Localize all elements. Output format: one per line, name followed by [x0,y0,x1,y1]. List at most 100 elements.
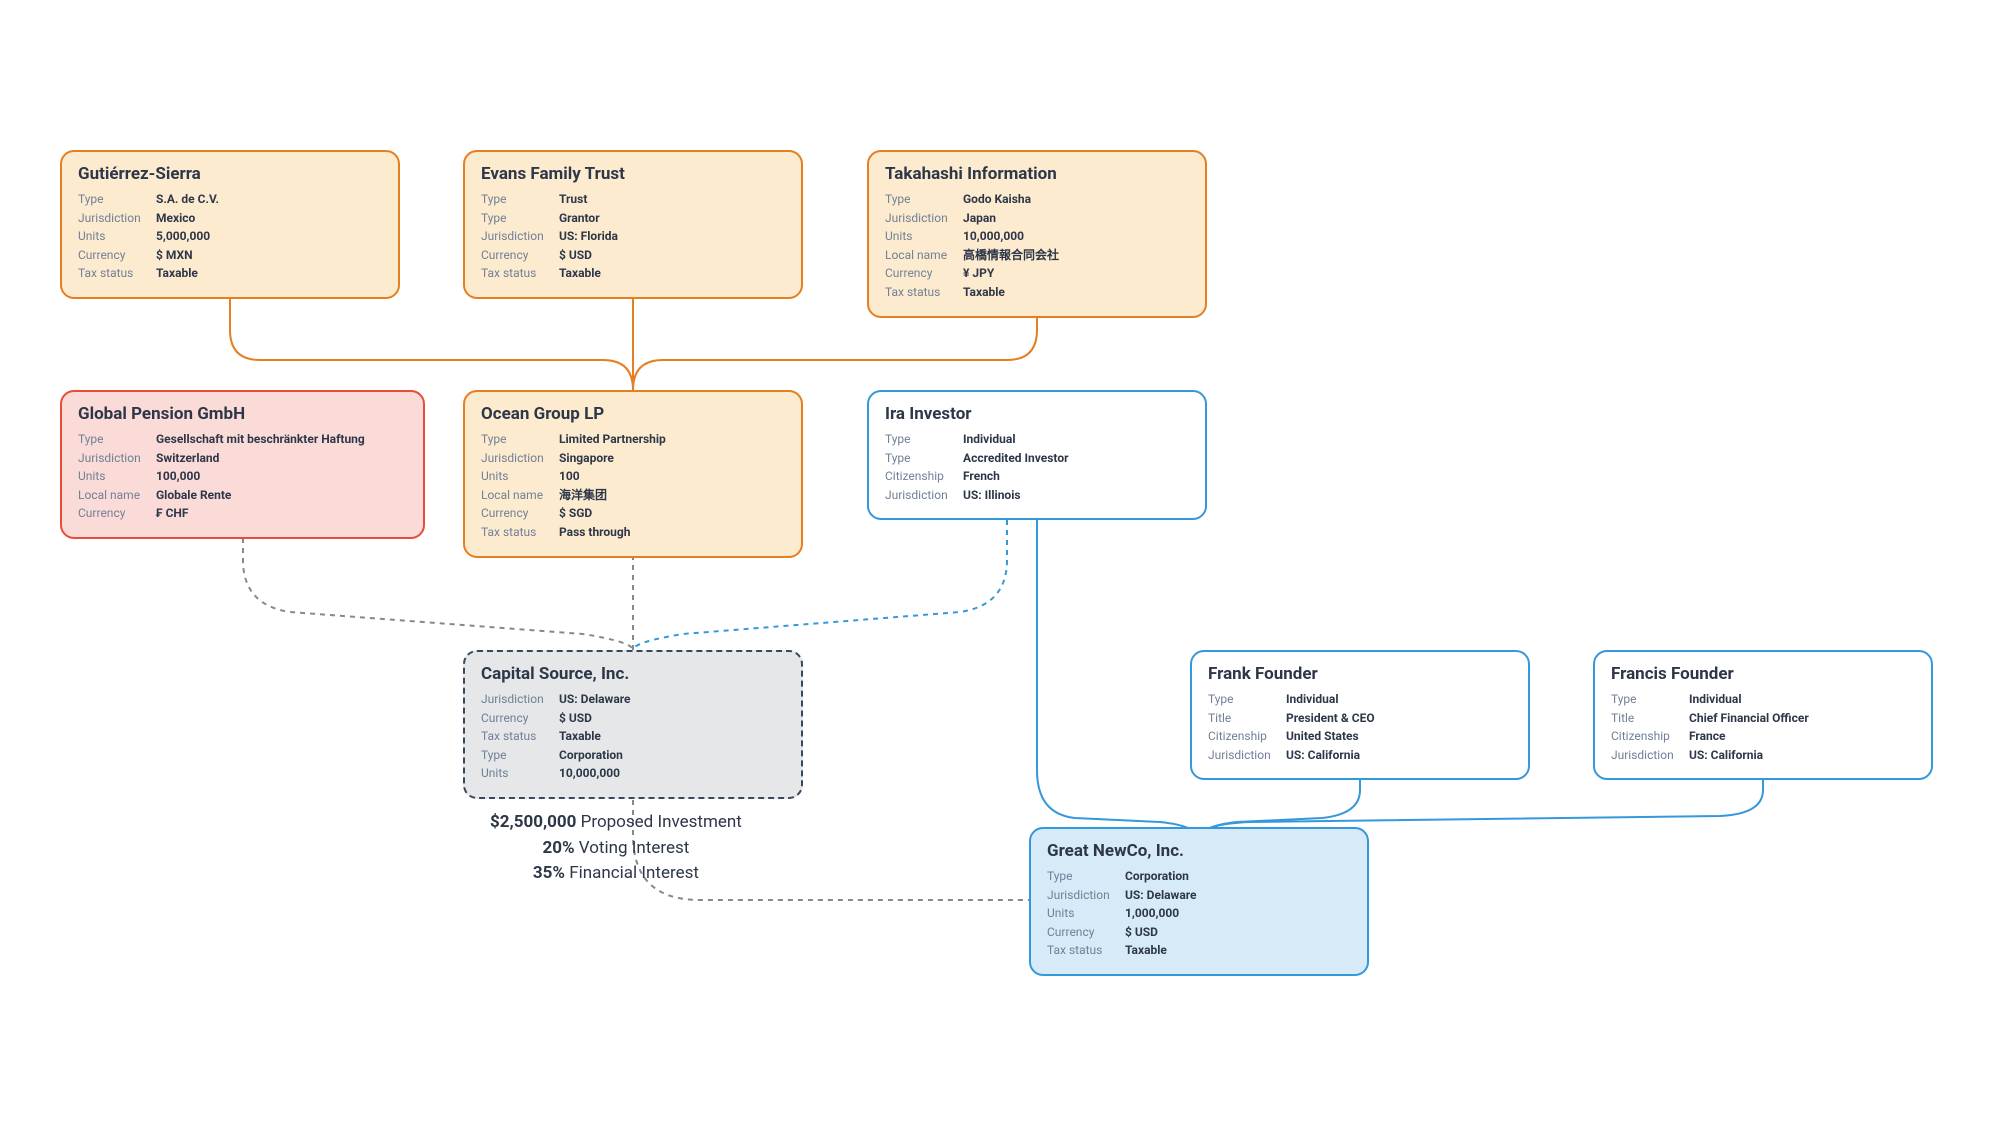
row-val: Corporation [559,746,623,765]
node-row: Currency$ USD [1047,923,1351,942]
node-row: Units100,000 [78,467,407,486]
row-val: United States [1286,727,1359,746]
row-val: Individual [1689,690,1742,709]
row-key: Jurisdiction [78,209,156,228]
row-val: French [963,467,1000,486]
row-val: 100,000 [156,467,200,486]
row-key: Jurisdiction [481,690,559,709]
node-row: Currency$ SGD [481,504,785,523]
node-title: Great NewCo, Inc. [1047,841,1351,861]
node-title: Evans Family Trust [481,164,785,184]
node-capital: Capital Source, Inc.JurisdictionUS: Dela… [463,650,803,799]
row-val: 10,000,000 [963,227,1024,246]
node-row: JurisdictionSwitzerland [78,449,407,468]
node-row: Currency₣ CHF [78,504,407,523]
node-row: JurisdictionUS: Delaware [1047,886,1351,905]
node-row: Currency$ USD [481,246,785,265]
node-row: TypeCorporation [1047,867,1351,886]
row-key: Currency [481,709,559,728]
node-row: Units1,000,000 [1047,904,1351,923]
row-key: Type [78,190,156,209]
row-key: Type [1611,690,1689,709]
note-financial: 35% [533,863,565,883]
row-val: US: Illinois [963,486,1021,505]
node-gutierrez: Gutiérrez-SierraTypeS.A. de C.V.Jurisdic… [60,150,400,299]
row-val: 高橋情報合同会社 [963,246,1059,265]
row-key: Local name [885,246,963,265]
row-val: Limited Partnership [559,430,666,449]
row-key: Currency [885,264,963,283]
row-val: Taxable [963,283,1005,302]
row-key: Units [78,227,156,246]
row-val: 5,000,000 [156,227,210,246]
row-key: Type [1047,867,1125,886]
row-key: Type [885,190,963,209]
row-val: Taxable [1125,941,1167,960]
node-row: Currency¥ JPY [885,264,1189,283]
row-key: Local name [481,486,559,505]
row-key: Jurisdiction [885,486,963,505]
node-francis: Francis Founder TypeIndividualTitleChief … [1593,650,1933,780]
row-key: Currency [78,246,156,265]
row-key: Tax status [1047,941,1125,960]
row-val: Taxable [559,264,601,283]
node-title: Ira Investor [885,404,1189,424]
row-val: Corporation [1125,867,1189,886]
node-row: CitizenshipFrench [885,467,1189,486]
row-key: Type [78,430,156,449]
row-key: Currency [78,504,156,523]
node-row: TypeIndividual [1611,690,1915,709]
note-voting: 20% [543,838,575,858]
investment-note: $2,500,000 Proposed Investment 20% Votin… [490,810,742,887]
row-val: Gesellschaft mit beschränkter Haftung [156,430,365,449]
row-val: $ SGD [559,504,592,523]
row-val: ¥ JPY [963,264,994,283]
node-row: TitlePresident & CEO [1208,709,1512,728]
row-key: Currency [1047,923,1125,942]
row-val: Taxable [559,727,601,746]
node-row: JurisdictionUS: California [1208,746,1512,765]
row-val: 海洋集团 [559,486,607,505]
node-row: Tax statusTaxable [78,264,382,283]
row-val: Accredited Investor [963,449,1069,468]
row-key: Citizenship [1611,727,1689,746]
row-val: Globale Rente [156,486,231,505]
node-row: Tax statusPass through [481,523,785,542]
row-key: Jurisdiction [78,449,156,468]
node-ocean: Ocean Group LPTypeLimited PartnershipJur… [463,390,803,558]
node-row: CitizenshipFrance [1611,727,1915,746]
row-val: 10,000,000 [559,764,620,783]
row-key: Tax status [481,727,559,746]
row-key: Type [885,449,963,468]
row-key: Currency [481,246,559,265]
row-key: Tax status [885,283,963,302]
row-key: Units [78,467,156,486]
node-row: TitleChief Financial Officer [1611,709,1915,728]
node-row: Tax statusTaxable [885,283,1189,302]
row-key: Jurisdiction [1047,886,1125,905]
node-row: Units5,000,000 [78,227,382,246]
row-val: Japan [963,209,996,228]
row-val: $ USD [559,709,592,728]
node-pension: Global Pension GmbHTypeGesellschaft mit … [60,390,425,539]
row-key: Tax status [78,264,156,283]
row-val: US: California [1286,746,1360,765]
edge-gutierrez-ocean [230,290,633,390]
row-val: US: Delaware [1125,886,1197,905]
row-val: Grantor [559,209,600,228]
row-key: Citizenship [1208,727,1286,746]
node-row: TypeGodo Kaisha [885,190,1189,209]
node-row: Currency$ USD [481,709,785,728]
row-key: Title [1611,709,1689,728]
note-amount: $2,500,000 [490,812,576,832]
row-key: Jurisdiction [1611,746,1689,765]
node-row: JurisdictionSingapore [481,449,785,468]
row-key: Tax status [481,264,559,283]
row-key: Units [481,467,559,486]
node-row: Units100 [481,467,785,486]
node-title: Francis Founder [1611,664,1915,684]
row-key: Type [481,190,559,209]
edge-takahashi-ocean [633,308,1037,390]
row-key: Type [1208,690,1286,709]
row-key: Type [481,746,559,765]
